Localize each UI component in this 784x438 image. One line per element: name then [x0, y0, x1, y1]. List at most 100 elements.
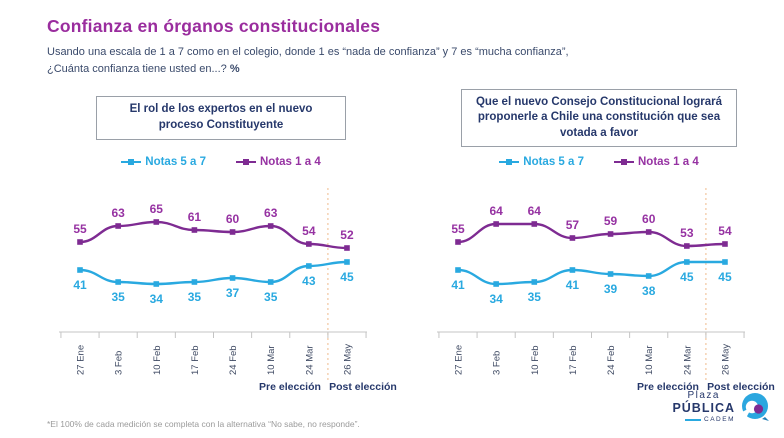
data-label: 55 — [73, 222, 87, 236]
data-label: 41 — [451, 278, 465, 292]
data-label: 35 — [264, 290, 278, 304]
data-point — [267, 279, 274, 285]
data-point — [569, 235, 576, 241]
data-point — [115, 223, 121, 229]
logo-underline — [685, 419, 702, 421]
legend-marker-purple-icon — [614, 159, 634, 165]
legend: Notas 5 a 7 Notas 1 a 4 — [45, 152, 397, 172]
footnote: *El 100% de cada medición se completa co… — [47, 419, 360, 429]
data-point — [455, 239, 461, 245]
data-point — [229, 275, 236, 281]
data-label: 63 — [111, 206, 125, 220]
data-point — [607, 231, 614, 237]
chart-expertos: 27 Ene 3 Feb 10 Feb 17 Feb 24 Feb 10 Mar 24 Ma… — [45, 174, 397, 404]
x-tick-label: 3 Feb — [114, 351, 125, 375]
data-point — [229, 229, 236, 235]
x-tick-label: 24 Mar — [682, 345, 693, 375]
logo-subrow: CADEM — [685, 415, 735, 424]
logo-cadem-label: CADEM — [704, 415, 735, 423]
data-point — [607, 271, 614, 277]
cadem-swirl-icon — [740, 393, 769, 421]
plaza-publica-cadem-logo: Plaza PÚBLICA CADEM — [672, 390, 772, 424]
panel-consejo: Que el nuevo Consejo Constitucional logr… — [423, 87, 775, 404]
data-point — [344, 245, 350, 251]
data-point — [306, 241, 312, 247]
data-label: 45 — [340, 270, 354, 284]
data-point — [722, 241, 728, 247]
x-tick-label: 17 Feb — [190, 345, 201, 375]
x-tick-label: 24 Feb — [228, 345, 239, 375]
legend-marker-purple-icon — [236, 159, 256, 165]
data-label: 65 — [150, 202, 164, 216]
data-label: 55 — [451, 222, 465, 236]
data-label: 37 — [226, 286, 240, 300]
logo-publica-label: PÚBLICA — [672, 401, 735, 415]
data-point — [645, 229, 652, 235]
data-label: 34 — [489, 292, 503, 306]
chart-title-expertos: El rol de los expertos en el nuevo proce… — [96, 96, 346, 140]
legend-item-notas-1a4: Notas 1 a 4 — [614, 156, 699, 168]
data-point — [645, 273, 652, 279]
x-tick-label: 24 Mar — [304, 345, 315, 375]
legend-marker-cyan-icon — [121, 159, 142, 165]
legend: Notas 5 a 7 Notas 1 a 4 — [423, 152, 775, 172]
data-point — [153, 219, 160, 225]
data-label: 64 — [489, 204, 503, 218]
data-label: 41 — [566, 278, 580, 292]
legend-label-notas-5a7: Notas 5 a 7 — [145, 156, 206, 168]
page-title: Confianza en órganos constitucionales — [47, 16, 381, 36]
data-label: 57 — [566, 218, 580, 232]
data-point — [722, 259, 728, 265]
data-point — [306, 263, 312, 269]
data-label: 63 — [264, 206, 278, 220]
data-point — [77, 239, 83, 245]
data-point — [77, 267, 83, 273]
data-label: 45 — [680, 270, 694, 284]
legend-item-notas-5a7: Notas 5 a 7 — [121, 156, 206, 168]
data-label: 41 — [73, 278, 87, 292]
data-point — [191, 279, 198, 285]
chart-title-consejo: Que el nuevo Consejo Constitucional logr… — [461, 88, 737, 148]
data-label: 45 — [718, 270, 732, 284]
data-label: 35 — [528, 290, 542, 304]
data-label: 64 — [528, 204, 542, 218]
data-point — [344, 259, 350, 265]
pre-election-label: Pre elección — [259, 381, 321, 393]
survey-question-line1: Usando una escala de 1 a 7 como en el co… — [47, 46, 569, 58]
data-point — [531, 221, 538, 227]
x-tick-label: 10 Feb — [530, 345, 541, 375]
panel-title-slot: Que el nuevo Consejo Constitucional logr… — [423, 87, 775, 149]
legend-label-notas-5a7: Notas 5 a 7 — [523, 156, 584, 168]
chart-consejo: 27 Ene 3 Feb 10 Feb 17 Feb 24 Feb 10 Mar 24 Ma… — [423, 174, 775, 404]
data-point — [684, 243, 690, 249]
charts-row: El rol de los expertos en el nuevo proce… — [45, 87, 784, 404]
data-point — [153, 281, 160, 287]
legend-item-notas-1a4: Notas 1 a 4 — [236, 156, 321, 168]
legend-label-notas-1a4: Notas 1 a 4 — [260, 156, 321, 168]
data-label: 43 — [302, 274, 316, 288]
data-point — [115, 279, 121, 285]
series-line-purple — [78, 220, 349, 250]
series-line-cyan — [456, 260, 727, 286]
data-label: 39 — [604, 282, 618, 296]
data-point — [493, 221, 499, 227]
legend-label-notas-1a4: Notas 1 a 4 — [638, 156, 699, 168]
data-point — [493, 281, 499, 287]
data-label: 54 — [302, 224, 316, 238]
data-label: 34 — [150, 292, 164, 306]
pre-election-label: Pre elección — [637, 381, 699, 393]
data-label: 35 — [111, 290, 125, 304]
x-tick-label: 10 Mar — [266, 345, 277, 375]
data-point — [267, 223, 274, 229]
x-tick-label: 10 Feb — [152, 345, 163, 375]
survey-question-percent: % — [229, 62, 240, 75]
series-line-cyan — [78, 260, 349, 286]
x-tick-label: 27 Ene — [76, 345, 87, 375]
data-point — [455, 267, 461, 273]
x-tick-label: 3 Feb — [492, 351, 503, 375]
data-label: 61 — [188, 210, 202, 224]
survey-question: Usando una escala de 1 a 7 como en el co… — [47, 44, 784, 77]
data-label: 53 — [680, 226, 694, 240]
x-tick-label: 10 Mar — [644, 345, 655, 375]
